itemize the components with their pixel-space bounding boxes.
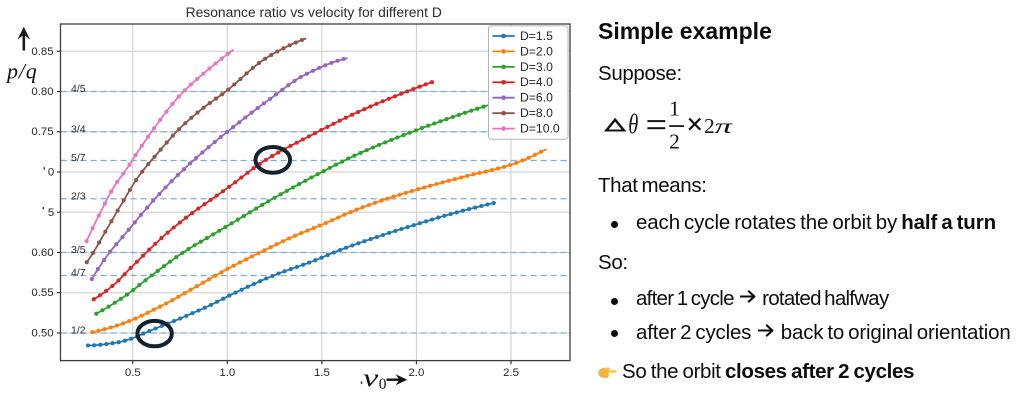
svg-text:D=3.0: D=3.0: [520, 60, 553, 74]
svg-text:0.85: 0.85: [31, 46, 53, 58]
svg-text:3/4: 3/4: [71, 123, 86, 135]
svg-text:2/3: 2/3: [71, 191, 86, 203]
svg-text:1/2: 1/2: [71, 325, 86, 337]
svg-text:2: 2: [704, 114, 715, 138]
svg-text:D=10.0: D=10.0: [520, 122, 560, 136]
svg-text:5/7: 5/7: [71, 152, 86, 164]
svg-text:D=6.0: D=6.0: [520, 91, 553, 105]
svg-text:1: 1: [669, 96, 680, 120]
svg-text:D=1.5: D=1.5: [520, 29, 553, 43]
svg-text:1.5: 1.5: [314, 367, 330, 379]
svg-text:0.60: 0.60: [31, 247, 53, 259]
svg-text:1.0: 1.0: [219, 367, 235, 379]
svg-text:2.5: 2.5: [503, 367, 519, 379]
svg-text:2.0: 2.0: [408, 367, 424, 379]
svg-text:0: 0: [379, 376, 387, 393]
svg-text:D=8.0: D=8.0: [520, 106, 553, 120]
svg-text:0.75: 0.75: [31, 126, 53, 138]
svg-text:π: π: [715, 114, 733, 137]
svg-text:0: 0: [48, 167, 54, 179]
svg-text:0.55: 0.55: [31, 287, 53, 299]
svg-text:D=4.0: D=4.0: [520, 75, 553, 89]
svg-text:v: v: [363, 363, 379, 391]
svg-text:p/q: p/q: [5, 59, 38, 84]
svg-text:Resonance ratio vs velocity fo: Resonance ratio vs velocity for differen…: [186, 4, 442, 20]
svg-text:3/5: 3/5: [71, 244, 86, 256]
svg-text:0.80: 0.80: [31, 86, 53, 98]
svg-text:5: 5: [48, 207, 54, 219]
svg-text:D=2.0: D=2.0: [520, 44, 553, 58]
svg-text:4/7: 4/7: [71, 267, 86, 279]
svg-text:0.50: 0.50: [31, 328, 53, 340]
svg-text:θ: θ: [628, 110, 638, 139]
svg-text:4/5: 4/5: [71, 83, 86, 95]
svg-text:0.5: 0.5: [125, 367, 141, 379]
svg-text:2: 2: [669, 130, 680, 154]
